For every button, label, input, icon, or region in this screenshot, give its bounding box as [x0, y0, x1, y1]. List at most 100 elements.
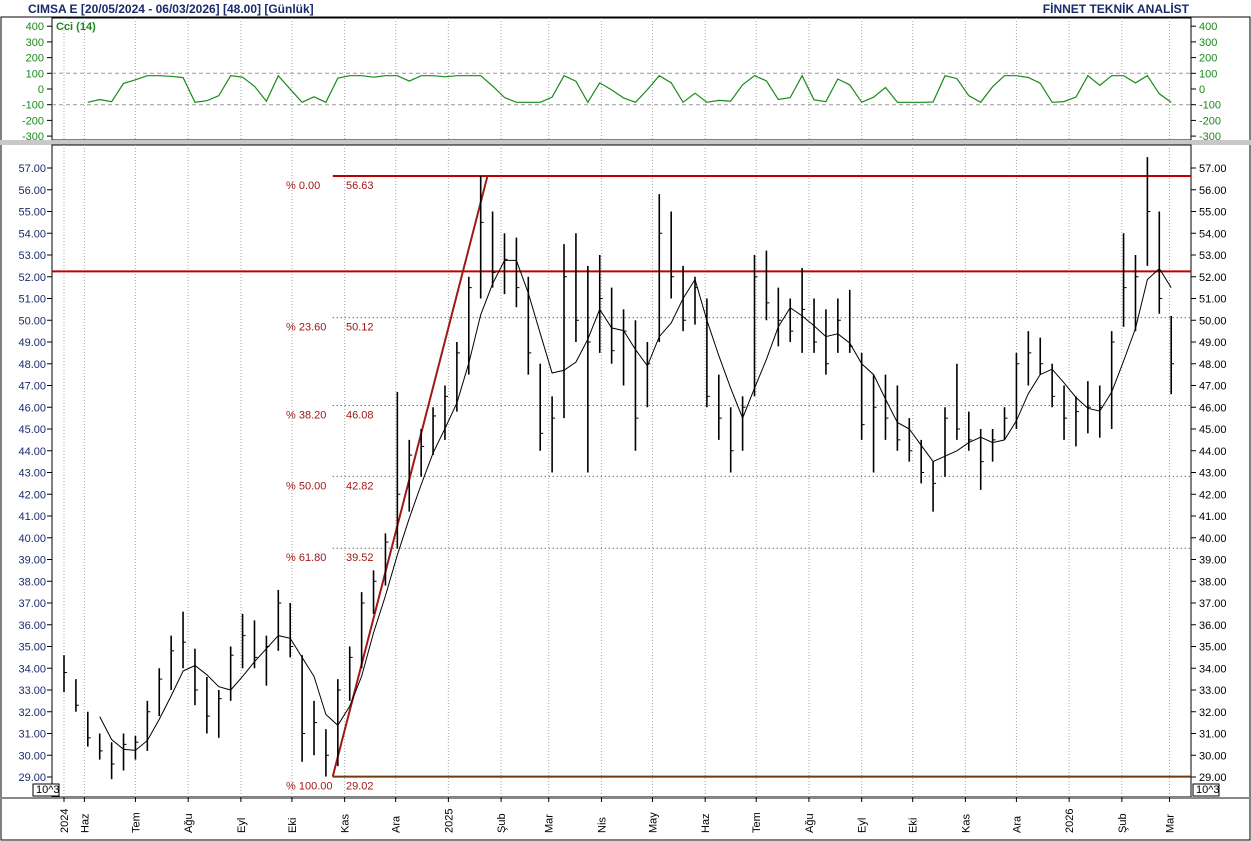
fib-pct-label: % 100.00: [286, 781, 332, 793]
x-tick-label: Nis: [596, 817, 608, 833]
fib-value-label: 50.12: [346, 322, 374, 334]
price-ytick-left: 55.00: [18, 207, 46, 219]
cci-ytick-right: 400: [1199, 21, 1217, 33]
price-ytick-right: 42.00: [1199, 489, 1227, 501]
chart-title: CIMSA E [20/05/2024 - 06/03/2026] [48.00…: [28, 2, 314, 16]
price-ytick-right: 36.00: [1199, 620, 1227, 632]
x-tick-label: Kas: [960, 814, 972, 833]
price-ytick-right: 50.00: [1199, 315, 1227, 327]
brand-label: FİNNET TEKNİK ANALİST: [1042, 2, 1189, 16]
price-ytick-right: 45.00: [1199, 424, 1227, 436]
price-ytick-right: 38.00: [1199, 576, 1227, 588]
price-ytick-left: 34.00: [18, 663, 46, 675]
price-ytick-left: 43.00: [18, 468, 46, 480]
x-tick-label: Haz: [700, 813, 712, 833]
cci-ytick-right: 200: [1199, 53, 1217, 65]
price-ytick-right: 51.00: [1199, 294, 1227, 306]
price-ytick-left: 40.00: [18, 533, 46, 545]
outer-frame: [0, 16, 1251, 841]
panel-splitter: [0, 140, 1251, 145]
price-ytick-left: 53.00: [18, 250, 46, 262]
x-tick-label: 2026: [1064, 809, 1076, 833]
price-ytick-left: 47.00: [18, 381, 46, 393]
x-tick-label: Tem: [130, 812, 142, 833]
fib-value-label: 42.82: [346, 480, 374, 492]
price-ytick-left: 44.00: [18, 446, 46, 458]
fib-value-label: 56.63: [346, 180, 374, 192]
price-ytick-right: 46.00: [1199, 402, 1227, 414]
price-ytick-left: 35.00: [18, 642, 46, 654]
price-ytick-right: 56.00: [1199, 185, 1227, 197]
x-tick-label: 2024: [59, 809, 71, 833]
price-ytick-right: 37.00: [1199, 598, 1227, 610]
x-tick-label: Eki: [287, 818, 299, 833]
x-tick-label: Ağu: [183, 813, 195, 833]
fib-value-label: 29.02: [346, 781, 374, 793]
x-tick-label: Ara: [391, 815, 403, 833]
cci-ytick-left: -100: [22, 100, 44, 112]
price-ytick-right: 31.00: [1199, 729, 1227, 741]
x-tick-label: Eyl: [236, 818, 248, 833]
fib-pct-label: % 0.00: [286, 180, 320, 192]
cci-label: Cci (14): [56, 21, 96, 33]
price-ytick-left: 36.00: [18, 620, 46, 632]
scale-label-left: 10^3: [36, 784, 60, 796]
x-tick-label: Şub: [1117, 813, 1129, 833]
x-tick-label: Şub: [496, 813, 508, 833]
price-ytick-right: 44.00: [1199, 446, 1227, 458]
scale-label-right: 10^3: [1196, 784, 1220, 796]
cci-ytick-right: -200: [1199, 115, 1221, 127]
price-ytick-right: 53.00: [1199, 250, 1227, 262]
fib-pct-label: % 38.20: [286, 410, 326, 422]
price-ytick-right: 47.00: [1199, 381, 1227, 393]
fib-value-label: 46.08: [346, 410, 374, 422]
scale-label-right-box: [1192, 783, 1220, 797]
price-ytick-right: 41.00: [1199, 511, 1227, 523]
price-ytick-left: 57.00: [18, 163, 46, 175]
cci-ytick-left: 300: [26, 37, 44, 49]
price-ytick-right: 32.00: [1199, 707, 1227, 719]
cci-ytick-right: -300: [1199, 131, 1221, 143]
price-ytick-left: 31.00: [18, 729, 46, 741]
price-ytick-right: 35.00: [1199, 642, 1227, 654]
cci-ytick-left: 100: [26, 68, 44, 80]
price-ytick-left: 46.00: [18, 402, 46, 414]
x-tick-label: 2025: [443, 809, 455, 833]
cci-panel: [51, 17, 1192, 141]
price-ytick-left: 30.00: [18, 750, 46, 762]
price-ytick-left: 49.00: [18, 337, 46, 349]
price-ytick-right: 29.00: [1199, 772, 1227, 784]
price-ytick-left: 52.00: [18, 272, 46, 284]
price-ytick-left: 42.00: [18, 489, 46, 501]
price-ytick-right: 48.00: [1199, 359, 1227, 371]
price-ytick-left: 56.00: [18, 185, 46, 197]
price-ytick-left: 37.00: [18, 598, 46, 610]
cci-ytick-left: 200: [26, 53, 44, 65]
price-ytick-left: 39.00: [18, 555, 46, 567]
price-ytick-left: 48.00: [18, 359, 46, 371]
scale-label-left-box: [32, 783, 60, 797]
price-ytick-right: 57.00: [1199, 163, 1227, 175]
x-tick-label: Mar: [1164, 814, 1176, 833]
price-ytick-left: 51.00: [18, 294, 46, 306]
price-ytick-right: 54.00: [1199, 228, 1227, 240]
cci-ytick-left: -200: [22, 115, 44, 127]
x-tick-label: Mar: [544, 814, 556, 833]
price-ytick-right: 33.00: [1199, 685, 1227, 697]
price-ytick-right: 52.00: [1199, 272, 1227, 284]
cci-ytick-left: 0: [38, 84, 44, 96]
price-ytick-left: 54.00: [18, 228, 46, 240]
x-tick-label: Eyl: [857, 818, 869, 833]
x-tick-label: Haz: [79, 813, 91, 833]
price-ytick-right: 34.00: [1199, 663, 1227, 675]
price-ytick-right: 40.00: [1199, 533, 1227, 545]
fib-trend-line: [331, 175, 489, 777]
price-ytick-left: 38.00: [18, 576, 46, 588]
fib-pct-label: % 61.80: [286, 552, 326, 564]
price-ytick-left: 45.00: [18, 424, 46, 436]
cci-ytick-left: -300: [22, 131, 44, 143]
price-ytick-right: 43.00: [1199, 468, 1227, 480]
cci-ytick-right: 100: [1199, 68, 1217, 80]
price-ytick-left: 41.00: [18, 511, 46, 523]
